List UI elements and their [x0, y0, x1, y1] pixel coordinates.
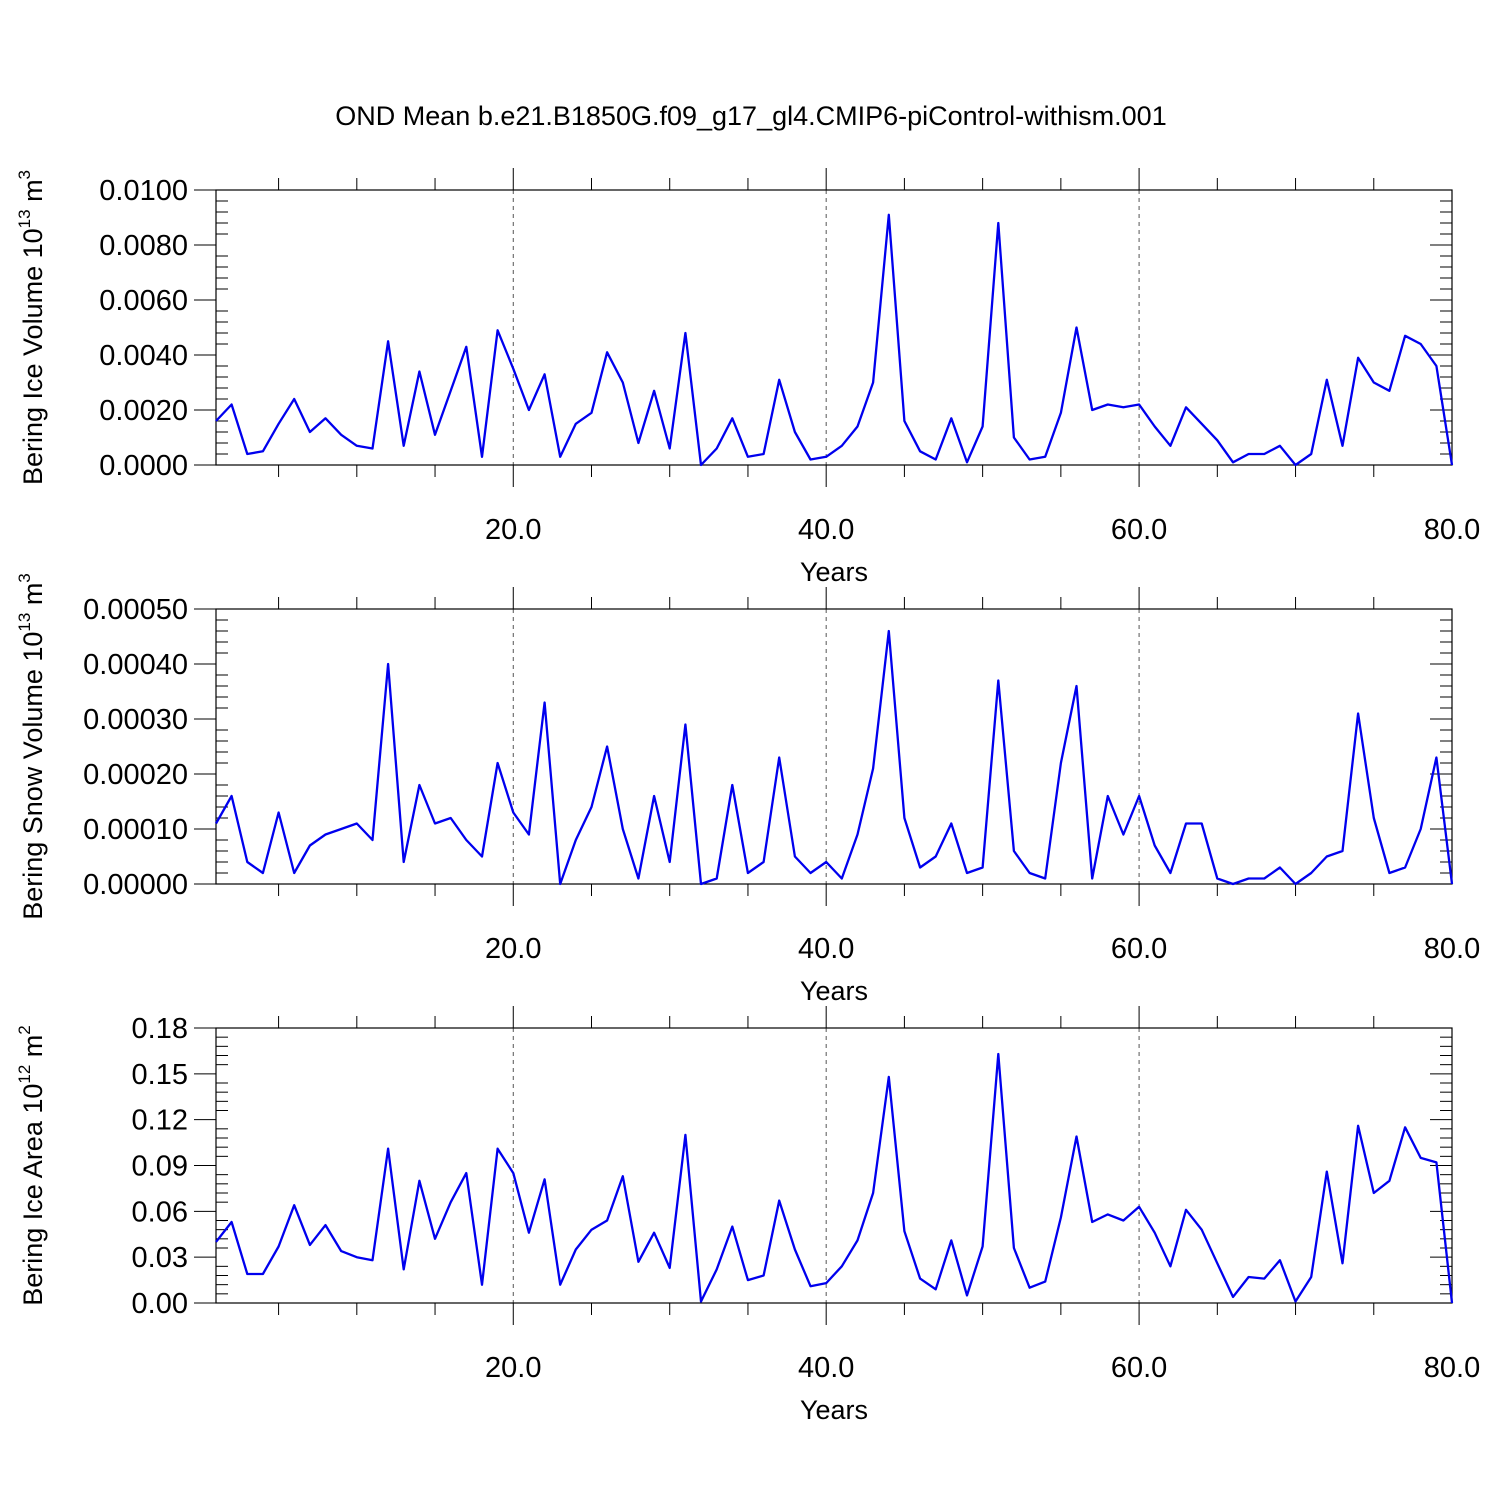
series-line	[215, 1052, 1454, 1304]
y-tick-label: 0.0060	[99, 285, 188, 317]
y-tick-label: 0.0020	[99, 395, 188, 427]
x-tick-label: 60.0	[1111, 514, 1167, 546]
x-tick-label: 80.0	[1424, 933, 1480, 965]
panel-2: 0.00000 0.00010 0.00020 0.00030 0.00040 0.000…	[15, 573, 1480, 1006]
y-axis-label: Bering Snow Volume 1013 m3	[15, 573, 48, 920]
x-tick-label: 20.0	[485, 933, 541, 965]
y-tick-label: 0.00000	[83, 869, 188, 901]
x-tick-label: 20.0	[485, 1352, 541, 1384]
y-tick-label: 0.00	[132, 1288, 188, 1320]
y-tick-label: 0.06	[132, 1196, 188, 1228]
plot-frame	[215, 1027, 1453, 1304]
y-axis-label: Bering Ice Volume 1013 m3	[15, 170, 48, 485]
x-axis-label: Years	[800, 976, 868, 1006]
x-axis-label: Years	[800, 1395, 868, 1425]
x-axis-label: Years	[800, 557, 868, 587]
y-tick-label: 0.09	[132, 1151, 188, 1183]
y-tick-label: 0.00030	[83, 704, 188, 736]
chart-panels: 0.0000 0.0020 0.0040 0.0060 0.0080 0.0100 20.0…	[15, 168, 1480, 1425]
x-tick-label: 80.0	[1424, 1352, 1480, 1384]
x-tick-label: 40.0	[798, 1352, 854, 1384]
figure-title: OND Mean b.e21.B1850G.f09_g17_gl4.CMIP6-…	[335, 101, 1166, 131]
x-tick-label: 60.0	[1111, 1352, 1167, 1384]
series-line	[214, 629, 1454, 886]
plot-frame	[215, 608, 1453, 885]
x-tick-label: 20.0	[485, 514, 541, 546]
y-tick-label: 0.00010	[83, 814, 188, 846]
y-tick-label: 0.18	[132, 1013, 188, 1045]
x-tick-label: 40.0	[798, 933, 854, 965]
panel-1: 0.0000 0.0020 0.0040 0.0060 0.0080 0.0100 20.0…	[15, 168, 1480, 587]
x-tick-label: 40.0	[798, 514, 854, 546]
y-tick-label: 0.00050	[83, 594, 188, 626]
y-tick-label: 0.00020	[83, 759, 188, 791]
y-axis-label: Bering Ice Area 1012 m2	[15, 1025, 48, 1306]
series-line	[215, 213, 1454, 467]
y-tick-label: 0.0000	[99, 450, 188, 482]
y-tick-label: 0.00040	[83, 649, 188, 681]
panel-3: 0.00 0.03 0.06 0.09 0.12 0.15 0.18 20.0 40.0 60.0…	[15, 1006, 1480, 1425]
plot-frame	[215, 189, 1453, 466]
y-tick-label: 0.0040	[99, 340, 188, 372]
x-tick-label: 80.0	[1424, 514, 1480, 546]
y-tick-label: 0.0100	[99, 175, 188, 207]
y-tick-label: 0.0080	[99, 230, 188, 262]
y-tick-label: 0.03	[132, 1242, 188, 1274]
y-tick-label: 0.12	[132, 1105, 188, 1137]
y-tick-label: 0.15	[132, 1059, 188, 1091]
x-tick-label: 60.0	[1111, 933, 1167, 965]
